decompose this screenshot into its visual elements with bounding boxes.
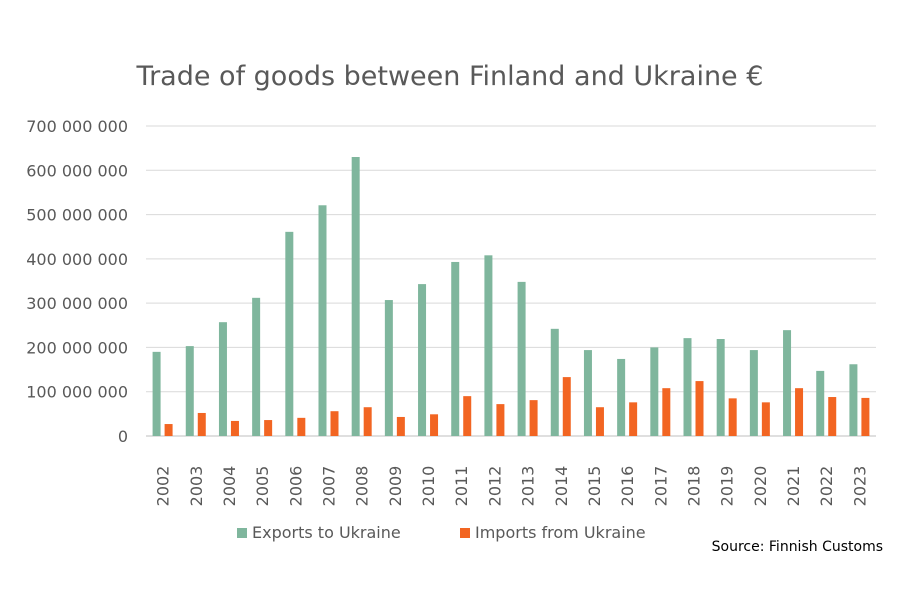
bar-exports-2016 xyxy=(617,358,626,436)
x-tick-label: 2004 xyxy=(220,466,239,507)
legend-label-imports: Imports from Ukraine xyxy=(475,523,646,542)
legend: Exports to Ukraine Imports from Ukraine xyxy=(237,523,646,542)
bar-exports-2010 xyxy=(418,284,427,436)
bar-imports-2006 xyxy=(297,417,306,436)
x-tick-label: 2023 xyxy=(850,466,869,507)
bar-imports-2021 xyxy=(795,388,804,436)
x-tick-label: 2015 xyxy=(585,466,604,507)
x-tick-label: 2002 xyxy=(154,466,173,507)
y-tick-label: 400 000 000 xyxy=(26,250,128,269)
y-tick-label: 600 000 000 xyxy=(26,161,128,180)
bar-exports-2006 xyxy=(285,231,294,436)
bar-imports-2011 xyxy=(463,396,472,436)
legend-swatch-imports xyxy=(460,528,470,538)
bar-imports-2014 xyxy=(562,377,571,436)
x-tick-label: 2013 xyxy=(519,466,538,507)
bar-imports-2018 xyxy=(695,381,704,436)
bar-exports-2021 xyxy=(783,330,792,436)
x-axis-ticks: 2002 2003 2004 2005 2006 2007 2008 2009 2010 2011… xyxy=(154,466,870,507)
bar-imports-2015 xyxy=(595,407,604,436)
bar-exports-2003 xyxy=(185,346,194,436)
bar-imports-2017 xyxy=(662,388,671,436)
x-tick-label: 2017 xyxy=(651,466,670,507)
bar-imports-2010 xyxy=(430,414,439,436)
bars xyxy=(152,157,870,436)
bar-exports-2011 xyxy=(451,261,460,436)
bar-imports-2004 xyxy=(230,420,239,436)
y-tick-label: 300 000 000 xyxy=(26,294,128,313)
bar-imports-2003 xyxy=(197,412,206,436)
x-tick-label: 2014 xyxy=(552,466,571,507)
y-tick-label: 200 000 000 xyxy=(26,338,128,357)
bar-exports-2004 xyxy=(218,322,227,436)
bar-imports-2008 xyxy=(363,407,372,436)
x-tick-label: 2007 xyxy=(320,466,339,507)
x-tick-label: 2010 xyxy=(419,466,438,507)
source-note: Source: Finnish Customs xyxy=(712,539,883,555)
x-tick-label: 2003 xyxy=(187,466,206,507)
bar-imports-2023 xyxy=(861,397,870,436)
y-tick-label: 0 xyxy=(118,427,128,446)
x-tick-label: 2008 xyxy=(353,466,372,507)
x-tick-label: 2006 xyxy=(286,466,305,507)
bar-exports-2008 xyxy=(351,157,360,436)
gridlines xyxy=(146,125,876,437)
bar-exports-2014 xyxy=(550,328,559,436)
bar-imports-2012 xyxy=(496,404,505,436)
bar-imports-2022 xyxy=(828,397,837,436)
x-tick-label: 2016 xyxy=(618,466,637,507)
bar-exports-2007 xyxy=(318,205,327,436)
y-tick-label: 500 000 000 xyxy=(26,206,128,225)
bar-imports-2016 xyxy=(629,402,638,436)
x-tick-label: 2009 xyxy=(386,466,405,507)
x-tick-label: 2019 xyxy=(718,466,737,507)
bar-exports-2005 xyxy=(252,297,261,436)
bar-imports-2005 xyxy=(264,420,273,436)
chart-title: Trade of goods between Finland and Ukrai… xyxy=(136,61,764,92)
bar-exports-2009 xyxy=(384,300,393,436)
bar-exports-2022 xyxy=(816,370,825,436)
bar-exports-2013 xyxy=(517,281,526,436)
x-tick-label: 2011 xyxy=(452,466,471,507)
bar-exports-2012 xyxy=(484,255,493,436)
bar-exports-2023 xyxy=(849,364,858,436)
x-tick-label: 2020 xyxy=(751,466,770,507)
bar-imports-2013 xyxy=(529,400,538,436)
bar-exports-2017 xyxy=(650,347,659,436)
bar-exports-2020 xyxy=(749,350,758,436)
y-tick-label: 700 000 000 xyxy=(26,117,128,136)
bar-imports-2020 xyxy=(761,402,770,436)
x-tick-label: 2022 xyxy=(817,466,836,507)
legend-label-exports: Exports to Ukraine xyxy=(252,523,401,542)
bar-imports-2009 xyxy=(396,416,405,436)
x-tick-label: 2018 xyxy=(685,466,704,507)
y-tick-label: 100 000 000 xyxy=(26,383,128,402)
x-tick-label: 2012 xyxy=(485,466,504,507)
y-axis-ticks: 0 100 000 000 200 000 000 300 000 000 400 00… xyxy=(26,117,128,446)
legend-swatch-exports xyxy=(237,528,247,538)
x-tick-label: 2021 xyxy=(784,466,803,507)
bar-imports-2019 xyxy=(728,398,737,436)
bar-imports-2007 xyxy=(330,411,339,436)
x-tick-label: 2005 xyxy=(253,466,272,507)
bar-exports-2019 xyxy=(716,339,725,436)
bar-exports-2002 xyxy=(152,351,161,436)
bar-exports-2018 xyxy=(683,338,692,436)
bar-exports-2015 xyxy=(583,350,592,436)
bar-imports-2002 xyxy=(164,424,173,436)
